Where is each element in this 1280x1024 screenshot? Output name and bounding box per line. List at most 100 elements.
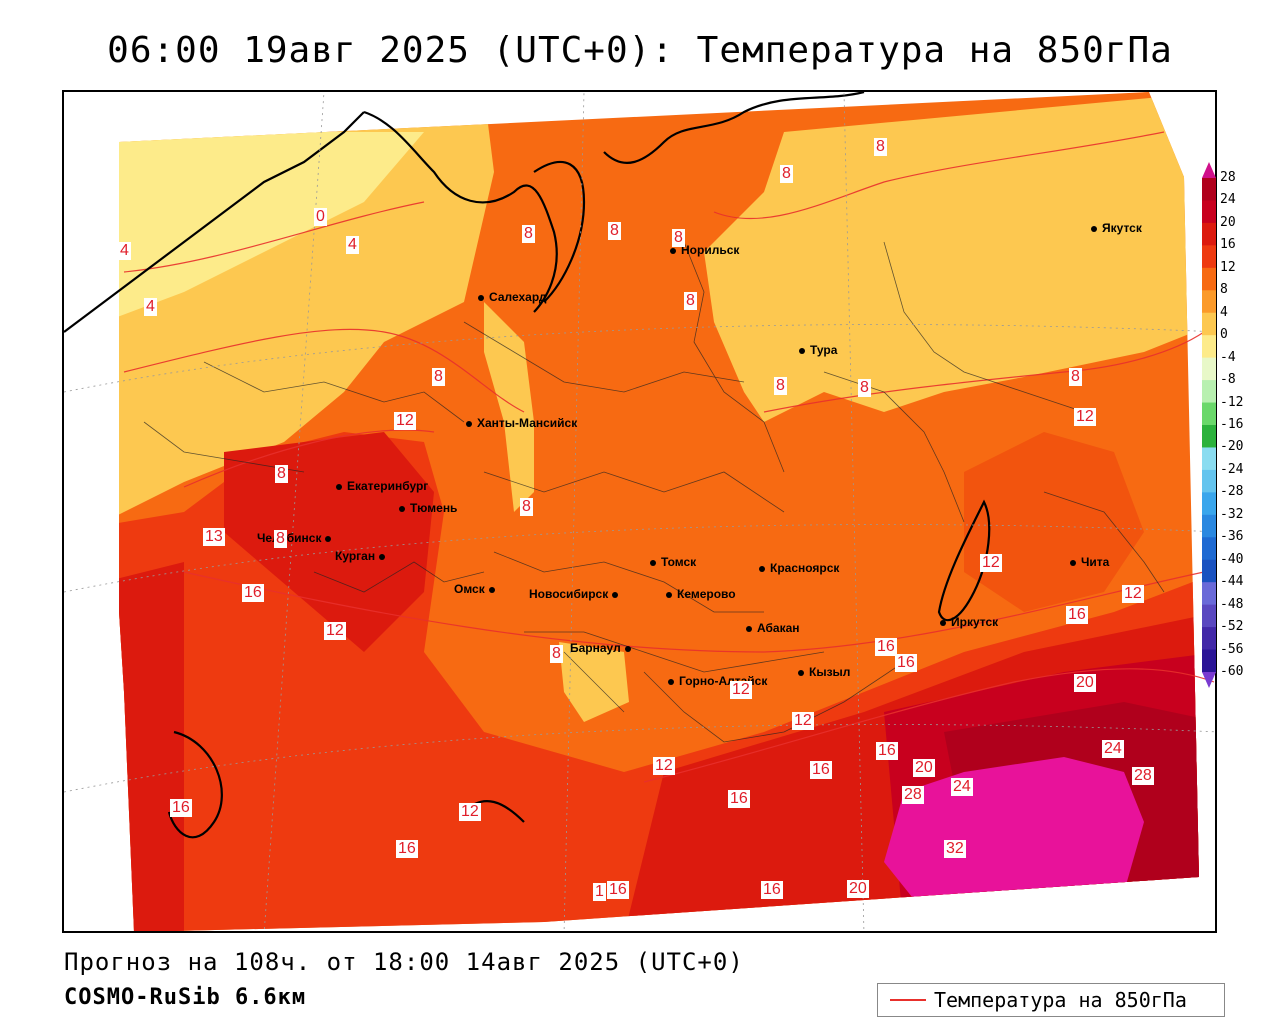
contour-label: 16 [170, 799, 192, 817]
city-label: Норильск [681, 243, 740, 257]
contour-label: 28 [902, 786, 924, 804]
contour-label: 4 [346, 236, 359, 254]
city-label: Кемерово [677, 587, 736, 601]
colorbar-segment [1202, 267, 1216, 291]
city-dot-icon [746, 625, 752, 632]
city-label: Курган [335, 549, 376, 563]
contour-label: 8 [858, 379, 871, 397]
city-label: Красноярск [770, 561, 840, 575]
contour-legend: Температура на 850гПа [877, 983, 1225, 1017]
colorbar-tick-label: 16 [1220, 237, 1236, 253]
colorbar-tick-label: 12 [1220, 259, 1236, 275]
contour-label: 32 [944, 840, 966, 858]
city-marker: Курган [335, 549, 390, 563]
city-label: Барнаул [570, 641, 621, 655]
contour-label: 12 [459, 803, 481, 821]
city-dot-icon [488, 586, 495, 593]
contour-label: 28 [1132, 767, 1154, 785]
contour-label: 8 [432, 368, 445, 386]
colorbar-top-arrow [1202, 162, 1216, 178]
city-dot-icon [1070, 559, 1076, 566]
contour-label: 16 [895, 654, 917, 672]
colorbar-segment [1202, 335, 1216, 359]
city-label: Якутск [1102, 221, 1142, 235]
city-label: Новосибирск [529, 587, 609, 601]
contour-label: 16 [810, 761, 832, 779]
contour-label: 8 [774, 377, 787, 395]
colorbar-segment [1202, 380, 1216, 404]
contour-label: 16 [396, 840, 418, 858]
city-marker: Кызыл [798, 665, 850, 679]
temperature-colorbar: 28 24 20 16 12 8 4 0 -4 -8 -12 -16 -20 -24 -28 -32 -36 -4… [1200, 160, 1280, 690]
contour-label: 16 [1066, 606, 1088, 624]
city-marker: Горно-Алтайск [668, 674, 767, 688]
contour-label: 8 [874, 138, 887, 156]
contour-label: 16 [607, 881, 629, 899]
contour-label: 12 [324, 622, 346, 640]
legend-label: Температура на 850гПа [934, 988, 1187, 1012]
contour-label: 16 [761, 881, 783, 899]
city-marker: Ханты-Мансийск [466, 416, 577, 430]
city-label: Салехард [489, 290, 547, 304]
forecast-info: Прогноз на 108ч. от 18:00 14авг 2025 (UT… [64, 948, 744, 976]
contour-label: 8 [1069, 368, 1082, 386]
contour-label: 12 [394, 412, 416, 430]
colorbar-tick-label: 0 [1220, 327, 1228, 343]
model-name: COSMO-RuSib 6.6км [64, 985, 307, 1010]
colorbar-tick-label: 28 [1220, 170, 1236, 185]
colorbar-tick-label: -16 [1220, 417, 1244, 432]
colorbar-segment [1202, 469, 1216, 493]
colorbar-tick-label: -24 [1220, 461, 1244, 477]
colorbar-segment [1202, 604, 1216, 628]
colorbar-segment [1202, 514, 1216, 538]
colorbar-tick-label: 24 [1220, 192, 1236, 208]
temperature-map-graphic [64, 92, 1215, 931]
contour-label: 12 [730, 681, 752, 699]
city-marker: Барнаул [570, 641, 636, 655]
contour-label: 8 [672, 229, 685, 247]
colorbar-tick-label: 8 [1220, 282, 1228, 298]
city-marker: Якутск [1091, 221, 1142, 235]
city-marker: Норильск [670, 243, 739, 257]
contour-label: 4 [118, 242, 131, 260]
contour-label: 4 [144, 298, 157, 316]
city-label: Ханты-Мансийск [477, 416, 578, 430]
city-marker: Кемерово [666, 587, 736, 601]
contour-label: 1 [593, 883, 606, 901]
colorbar-segment [1202, 649, 1216, 673]
city-dot-icon [399, 505, 405, 512]
contour-label: 12 [1074, 408, 1096, 426]
contour-label: 16 [728, 790, 750, 808]
map-title: 06:00 19авг 2025 (UTC+0): Температура на… [107, 30, 1173, 71]
colorbar-tick-label: -4 [1220, 349, 1236, 365]
city-label: Челябинск [257, 531, 322, 545]
city-label: Екатеринбург [347, 479, 429, 493]
city-dot-icon [336, 483, 342, 490]
colorbar-segment [1202, 290, 1216, 314]
colorbar-segment [1202, 200, 1216, 224]
colorbar-tick-label: -8 [1220, 372, 1236, 388]
colorbar-tick-label: -40 [1220, 551, 1244, 567]
colorbar-tick-label: -56 [1220, 641, 1244, 657]
city-label: Тюмень [410, 501, 458, 515]
colorbar-tick-label: -28 [1220, 484, 1244, 500]
city-dot-icon [612, 591, 619, 598]
city-dot-icon [650, 559, 656, 566]
colorbar-segment [1202, 178, 1216, 201]
contour-label: 8 [522, 225, 535, 243]
city-dot-icon [670, 247, 676, 254]
contour-label: 16 [876, 742, 898, 760]
contour-label: 8 [684, 292, 697, 310]
city-dot-icon [379, 553, 386, 560]
contour-label: 8 [550, 645, 563, 663]
colorbar-scale [1202, 162, 1216, 688]
contour-label: 8 [275, 465, 288, 483]
city-label: Тура [810, 343, 838, 357]
city-dot-icon [940, 619, 946, 626]
contour-label: 12 [1122, 585, 1144, 603]
city-marker: Иркутск [940, 615, 998, 629]
contour-label: 20 [913, 759, 935, 777]
city-marker: Челябинск [257, 531, 336, 545]
colorbar-tick-label: -32 [1220, 506, 1244, 522]
colorbar-tick-label: -20 [1220, 439, 1244, 455]
